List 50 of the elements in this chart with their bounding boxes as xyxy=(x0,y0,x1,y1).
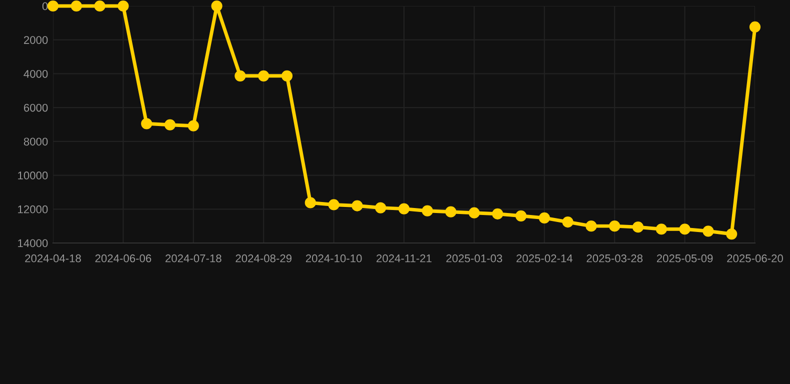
x-tick-label: 2024-11-21 xyxy=(376,254,432,262)
y-tick-label: 2000 xyxy=(24,36,48,44)
point xyxy=(679,224,690,235)
y-tick-label: 0 xyxy=(42,2,48,10)
point xyxy=(702,226,714,237)
y-tick-label: 12000 xyxy=(18,205,48,214)
point xyxy=(118,0,129,12)
point xyxy=(538,212,550,224)
point xyxy=(211,0,222,12)
point xyxy=(562,216,574,228)
point xyxy=(749,21,761,33)
point xyxy=(141,118,152,130)
y-tick-label: 14000 xyxy=(18,239,48,248)
point xyxy=(422,205,433,216)
x-tick-label: 2025-06-20 xyxy=(727,254,783,262)
point xyxy=(515,210,527,222)
point xyxy=(352,200,363,212)
x-tick-label: 2024-06-06 xyxy=(95,254,152,262)
point xyxy=(632,222,644,233)
x-tick-label: 2025-05-09 xyxy=(656,254,713,262)
x-tick-label: 2024-08-29 xyxy=(236,254,292,262)
y-tick-label: 8000 xyxy=(24,138,48,146)
y-tick-label: 6000 xyxy=(24,104,48,112)
point xyxy=(258,70,270,82)
point xyxy=(47,0,59,12)
y-tick-label: 4000 xyxy=(24,70,48,78)
point xyxy=(164,119,176,130)
point xyxy=(656,224,667,235)
x-tick-label: 2025-03-28 xyxy=(586,254,643,262)
point xyxy=(304,197,316,208)
x-tick-label: 2025-02-14 xyxy=(516,254,572,262)
x-tick-label: 2024-04-18 xyxy=(25,254,81,262)
point xyxy=(281,70,293,82)
x-tick-label: 2024-07-18 xyxy=(166,254,222,262)
point xyxy=(328,199,340,210)
y-tick-label: 10000 xyxy=(18,172,48,180)
point xyxy=(492,208,504,220)
x-tick-label: 2025-01-03 xyxy=(446,254,502,262)
point xyxy=(188,120,199,132)
point xyxy=(234,70,246,82)
x-tick-label: 2024-10-10 xyxy=(306,254,362,262)
point xyxy=(468,207,480,218)
point xyxy=(726,228,738,240)
point xyxy=(94,0,106,12)
point xyxy=(375,202,386,214)
point xyxy=(70,0,82,12)
point xyxy=(609,220,620,232)
point xyxy=(445,206,456,218)
point xyxy=(398,203,410,214)
point xyxy=(586,220,597,232)
